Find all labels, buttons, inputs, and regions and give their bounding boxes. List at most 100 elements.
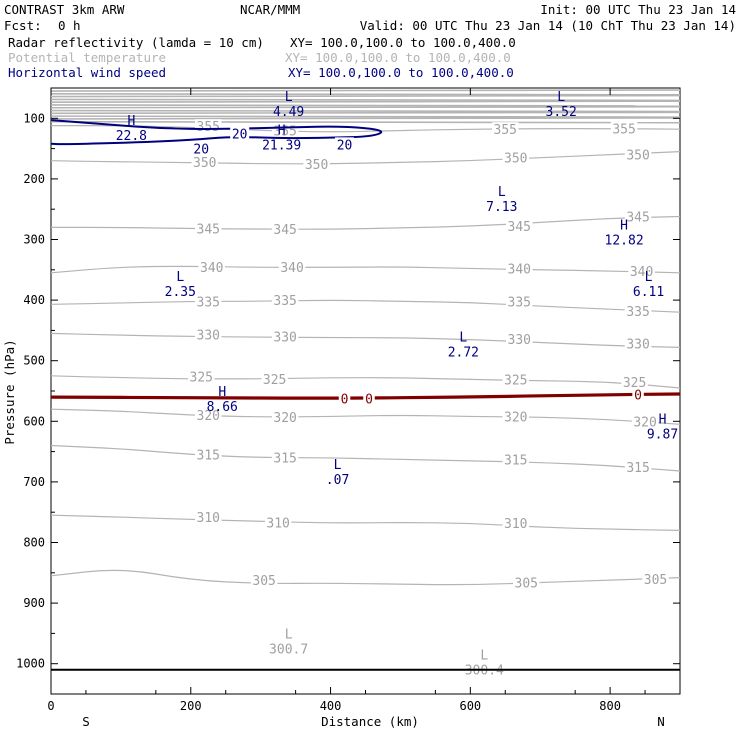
theta-contour-label: 335 [626, 305, 649, 320]
theta-dense-contour-line [50, 120, 681, 124]
theta-dense-contour-line [50, 104, 681, 107]
theta-contour-label: 325 [504, 373, 527, 388]
theta-dense-contour-line [50, 89, 681, 92]
theta-dense-contours-top [50, 89, 681, 124]
theta-contour-320 [50, 408, 681, 425]
theta-contour-label-bg [271, 410, 299, 425]
reflectivity-contour-label: 0 [341, 392, 349, 407]
theta-dense-contour-line [50, 117, 681, 120]
theta-contour-label-bg [624, 459, 652, 474]
theta-contour-label-bg [642, 571, 669, 586]
reflectivity-contour-label: 0 [365, 392, 373, 407]
wind-extremum-value: 3.52 [546, 105, 577, 120]
wind-extremum-value: 12.82 [605, 233, 644, 248]
wind-extremum-type: H [659, 412, 667, 427]
theta-contour-label-bg [188, 369, 215, 384]
theta-contour-label-bg [502, 452, 530, 467]
theta-dense-contour-line [50, 115, 681, 118]
wind-extremum-value: 2.35 [165, 285, 196, 300]
reflectivity-contour-label-bg [632, 387, 644, 402]
theta-dense-contour-line [50, 109, 681, 113]
theta-contour-label: 320 [633, 415, 656, 430]
theta-contour-label-bg [264, 515, 292, 530]
forecast-label: Fcst: [4, 18, 42, 33]
theta-contour-label: 310 [266, 517, 289, 532]
legend-theta-xy: XY= 100.0,100.0 to 100.0,400.0 [285, 50, 511, 65]
wind-contour-label: 20 [337, 138, 353, 153]
legend-reflectivity-xy: XY= 100.0,100.0 to 100.0,400.0 [290, 35, 516, 50]
init-time: Init: 00 UTC Thu 23 Jan 14 [540, 2, 736, 17]
wind-extremum-type: L [334, 458, 342, 473]
theta-extremum-type: L [285, 627, 293, 642]
theta-contour-305 [50, 569, 681, 586]
wind-extremum-value: 8.66 [207, 400, 238, 415]
theta-extremum-value: 300.7 [269, 642, 308, 657]
theta-contour-label: 350 [626, 149, 649, 164]
theta-contour-label: 330 [273, 330, 296, 345]
theta-contour-label-bg [621, 374, 648, 389]
theta-contour-label-bg [271, 293, 299, 308]
theta-contour-315 [50, 444, 681, 472]
theta-contour-340 [50, 265, 681, 274]
x-tick-label: 400 [320, 699, 342, 713]
theta-contour-label-bg [271, 329, 299, 344]
theta-dense-contour-line [50, 105, 681, 109]
theta-contour-label: 320 [197, 409, 220, 424]
y-tick-label: 200 [23, 172, 45, 186]
theta-contour-label: 335 [273, 294, 296, 309]
wind-extremum-value: 22.8 [116, 129, 147, 144]
x-axis-title: Distance (km) [321, 714, 419, 729]
y-tick-label: 400 [23, 293, 45, 307]
theta-contour-label-bg [512, 575, 540, 590]
legend-wind-name: Horizontal wind speed [8, 65, 166, 80]
theta-contour-label: 305 [252, 574, 275, 589]
theta-contour-label: 305 [644, 573, 667, 588]
theta-contour-label-bg [610, 121, 638, 136]
theta-contour-label-bg [250, 573, 278, 588]
theta-contour-350 [50, 151, 681, 165]
y-tick-label: 300 [23, 233, 45, 247]
y-tick-label: 100 [23, 111, 45, 125]
theta-contour-label-bg [624, 147, 652, 162]
theta-contour-label: 320 [273, 411, 296, 426]
theta-dense-contour-line [50, 98, 681, 102]
theta-contour-label-bg [261, 371, 288, 386]
legend-wind-xy: XY= 100.0,100.0 to 100.0,400.0 [288, 65, 514, 80]
theta-contour-label: 310 [504, 517, 527, 532]
theta-contour-label-bg [195, 408, 222, 423]
theta-contour-label: 340 [200, 261, 223, 276]
y-tick-label: 700 [23, 475, 45, 489]
theta-contour-label: 355 [612, 123, 635, 138]
theta-contour-label: 335 [197, 295, 220, 310]
theta-contour-label: 325 [623, 376, 646, 391]
theta-contour-label-bg [502, 372, 530, 387]
y-tick-label: 900 [23, 596, 45, 610]
theta-contour-label-bg [195, 294, 222, 309]
y-tick-label: 500 [23, 354, 45, 368]
theta-contour-label-bg [631, 414, 659, 429]
theta-extremum-value: 300.4 [465, 664, 504, 679]
org-label: NCAR/MMM [240, 2, 300, 17]
theta-contour-label-bg [195, 221, 222, 236]
wind-extremum-value: 6.11 [633, 285, 664, 300]
theta-contour-label: 330 [197, 329, 220, 344]
y-tick-label: 1000 [16, 657, 45, 671]
wind-extremum-type: L [645, 270, 653, 285]
extrema-layer: H22.8 H21.39L4.49L3.52L7.13H12.82L2.35L6.… [116, 90, 678, 679]
x-axis-right-end: N [657, 714, 665, 729]
theta-contour-label-bg [502, 150, 530, 165]
x-tick-label: 200 [180, 699, 202, 713]
theta-contour-label-bg [195, 327, 222, 342]
wind-extremum-type: H [127, 114, 135, 129]
theta-contour-label: 345 [508, 220, 531, 235]
wind-extremum-value: .07 [326, 473, 349, 488]
theta-contour-325 [50, 375, 681, 389]
x-axis-left-end: S [82, 714, 90, 729]
wind-extremum-type: H [620, 218, 628, 233]
theta-contour-label: 325 [263, 373, 286, 388]
theta-contour-label-bg [198, 259, 225, 274]
theta-contour-330 [50, 332, 681, 348]
wind-extremum-type: L [285, 90, 293, 105]
theta-contour-label-bg [271, 450, 299, 465]
theta-contour-label-bg [195, 447, 222, 462]
